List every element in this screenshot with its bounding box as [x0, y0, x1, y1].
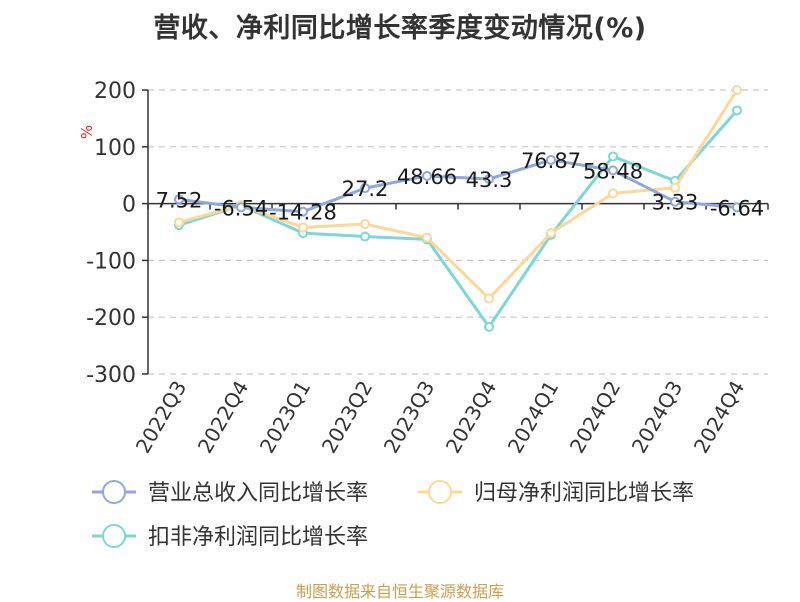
data-label: -6.64: [710, 196, 764, 220]
data-point: [670, 196, 680, 207]
data-point: [484, 321, 494, 332]
y-tick-label: 200: [94, 79, 136, 104]
data-label: 43.3: [466, 168, 513, 192]
grid-lines: [148, 89, 768, 375]
x-tick-label: 2024Q1: [503, 377, 563, 458]
series-line: [178, 109, 739, 329]
y-tick-label: 100: [94, 136, 136, 161]
legend-marker: [102, 524, 126, 548]
data-point: [608, 188, 618, 199]
x-tick-label: 2024Q3: [627, 377, 687, 458]
y-tick-label: -200: [86, 306, 136, 331]
data-point: [298, 206, 308, 217]
series-lines: [174, 85, 742, 332]
data-label: 7.52: [156, 188, 203, 212]
data-point: [732, 105, 742, 116]
data-point: [546, 154, 556, 165]
legend-marker: [102, 480, 126, 504]
data-label: 3.33: [652, 191, 699, 215]
chart-title: 营收、净利同比增长率季度变动情况(%): [153, 13, 647, 44]
data-label: 48.66: [397, 165, 457, 189]
data-point: [360, 231, 370, 242]
series-line: [178, 158, 738, 214]
data-label: -14.28: [269, 201, 337, 225]
data-point: [484, 293, 494, 304]
legend-label: 营业总收入同比增长率: [148, 481, 368, 506]
data-point: [360, 219, 370, 230]
x-tick-label: 2023Q2: [317, 377, 377, 458]
data-point: [546, 228, 556, 239]
data-point: [298, 222, 308, 233]
legend-label: 归母净利润同比增长率: [474, 481, 694, 506]
data-point: [422, 170, 432, 181]
legend-item: 扣非净利润同比增长率: [92, 524, 368, 550]
data-point: [236, 202, 246, 213]
data-point: [608, 151, 618, 162]
x-tick-label: 2022Q3: [131, 377, 191, 458]
data-point: [484, 174, 494, 185]
legend-label: 扣非净利润同比增长率: [148, 525, 368, 550]
x-tick-label: 2023Q1: [255, 377, 315, 458]
legend-item: 营业总收入同比增长率: [92, 480, 368, 506]
data-point: [670, 182, 680, 193]
y-tick-label: -300: [86, 363, 136, 388]
x-tick-label: 2023Q3: [379, 377, 439, 458]
legend-marker: [428, 480, 452, 504]
data-point: [732, 202, 742, 213]
source-note: 制图数据来自恒生聚源数据库: [295, 582, 504, 601]
data-label: 76.87: [521, 149, 581, 173]
data-point: [732, 85, 742, 95]
x-tick-label: 2024Q4: [689, 377, 749, 458]
data-point: [422, 232, 432, 243]
data-label: -6.54: [214, 196, 268, 220]
series-line: [178, 89, 739, 300]
y-tick-label: -100: [86, 249, 136, 274]
y-tick-label: 0: [122, 193, 136, 218]
x-tick-label: 2023Q4: [441, 377, 501, 458]
data-point: [174, 194, 184, 205]
data-point: [174, 217, 184, 228]
data-point: [608, 165, 618, 176]
data-label: 58.48: [583, 159, 643, 183]
x-tick-label: 2022Q4: [193, 377, 253, 458]
x-tick-label: 2024Q2: [565, 377, 625, 458]
legend-item: 归母净利润同比增长率: [418, 480, 694, 506]
data-point: [360, 183, 370, 194]
data-label: 27.2: [342, 177, 389, 201]
y-axis-label: %: [78, 125, 96, 139]
